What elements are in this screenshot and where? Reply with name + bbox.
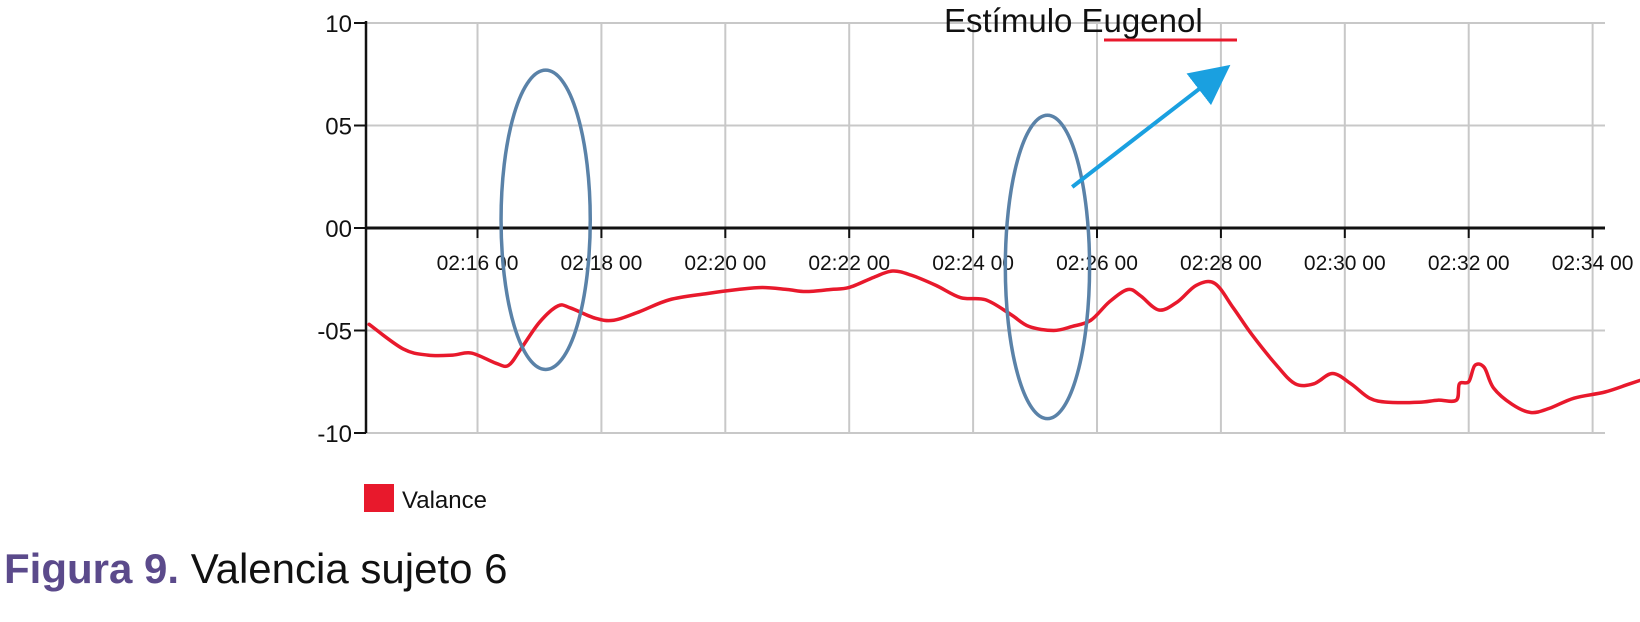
y-tick-label: -10	[317, 421, 352, 448]
legend-label: Valance	[402, 487, 487, 514]
x-tick-label: 02:32 00	[1428, 252, 1510, 275]
y-tick-label: 10	[325, 11, 352, 38]
x-tick-label: 02:30 00	[1304, 252, 1386, 275]
highlight-ellipse	[1003, 113, 1092, 421]
figure-caption: Figura 9. Valencia sujeto 6	[4, 545, 507, 593]
annotation: Estímulo Eugenol	[944, 2, 1237, 189]
highlight-ellipse	[499, 68, 593, 372]
y-tick-label: 00	[325, 216, 352, 243]
legend-swatch	[364, 484, 394, 512]
x-tick-label: 02:20 00	[684, 252, 766, 275]
annotation-prefix: Estímulo	[944, 2, 1082, 39]
series-layer	[367, 269, 1640, 415]
highlight-layer	[499, 68, 1092, 421]
caption-label: Figura 9.	[4, 545, 180, 592]
annotation-arrow	[1071, 64, 1231, 189]
x-tick-label: 02:24 00	[932, 252, 1014, 275]
legend: Valance	[364, 484, 487, 514]
chart: 10 05 00 -05 -10 02:16 00 02:18 00 02:20 00 02:2…	[317, 2, 1640, 514]
x-tick-label: 02:28 00	[1180, 252, 1262, 275]
annotation-keyword: Eugenol	[1082, 2, 1203, 39]
x-tick-label: 02:34 00	[1552, 252, 1634, 275]
x-tick-label: 02:26 00	[1056, 252, 1138, 275]
y-tick-label: -05	[317, 319, 352, 346]
x-tick-label: 02:18 00	[561, 252, 643, 275]
axes: 10 05 00 -05 -10 02:16 00 02:18 00 02:20 00 02:2…	[317, 11, 1633, 448]
y-tick-label: 05	[325, 114, 352, 141]
caption-text: Valencia sujeto 6	[179, 545, 508, 592]
series-line-valance	[367, 269, 1640, 415]
x-tick-label: 02:16 00	[437, 252, 519, 275]
x-tick-label: 02:22 00	[808, 252, 890, 275]
annotation-text: Estímulo Eugenol	[944, 2, 1203, 39]
